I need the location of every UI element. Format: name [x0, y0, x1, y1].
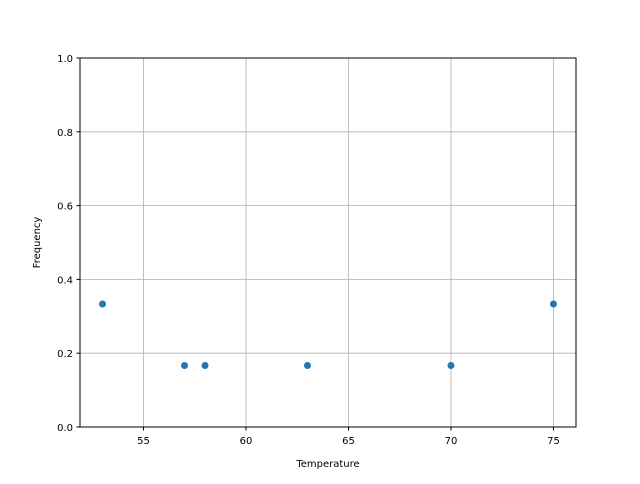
data-point: [181, 361, 189, 369]
data-point: [304, 361, 312, 369]
y-axis-label: Frequency: [32, 217, 43, 269]
y-tick-label: 0.8: [57, 128, 73, 139]
y-tick-label: 0.2: [57, 349, 73, 360]
y-tick-label: 0.0: [57, 423, 73, 434]
x-tick-label: 65: [342, 436, 355, 447]
y-axis-ticks: 0.0 0.2 0.4 0.6 0.8 1.0: [57, 54, 80, 434]
y-tick-label: 0.6: [57, 202, 73, 213]
data-points: [99, 300, 557, 369]
data-point: [99, 300, 107, 308]
data-point: [201, 361, 209, 369]
x-tick-label: 70: [445, 436, 458, 447]
data-point: [549, 300, 557, 308]
x-axis-ticks: 55 60 65 70 75: [137, 427, 560, 447]
grid-lines: [80, 57, 576, 428]
x-tick-label: 75: [547, 436, 560, 447]
data-point: [447, 361, 455, 369]
y-tick-label: 0.4: [57, 275, 73, 286]
plot-frame: [79, 57, 577, 428]
y-tick-label: 1.0: [57, 54, 73, 65]
x-tick-label: 60: [240, 436, 253, 447]
x-axis-label: Temperature: [295, 459, 359, 470]
x-tick-label: 55: [137, 436, 150, 447]
